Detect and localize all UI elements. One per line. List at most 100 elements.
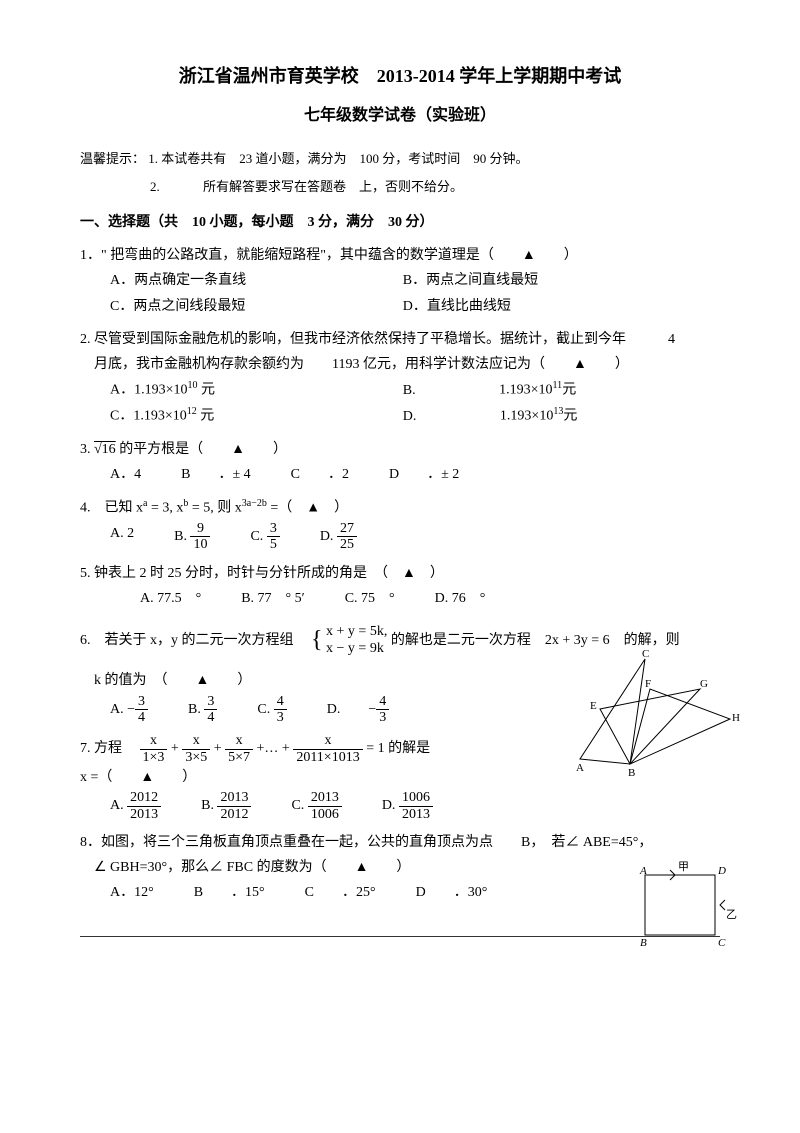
fig8-F: F bbox=[645, 678, 651, 690]
q5-opt-a: A. 77.5 ° bbox=[140, 586, 201, 611]
question-8: 8．如图，将三个三角板直角顶点重叠在一起，公共的直角顶点为点 B， 若∠ ABE… bbox=[80, 830, 720, 906]
q6-c-frac: 43 bbox=[274, 694, 287, 726]
question-2: 2. 尽管受到国际金融危机的影响，但我市经济依然保持了平稳增长。据统计，截止到今… bbox=[80, 327, 720, 429]
question-5: 5. 钟表上 2 时 25 分时，时针与分针所成的角是 （ ▲ ） A. 77.… bbox=[80, 561, 720, 611]
q6-d-n: 4 bbox=[376, 694, 389, 710]
page-subtitle: 七年级数学试卷（实验班） bbox=[80, 102, 720, 131]
q2-options-row2: C．1.193×1012 元 D. 1.193×1013元 bbox=[110, 403, 720, 429]
fig8-E: E bbox=[590, 700, 597, 712]
figure-9: A D B C 甲 乙 bbox=[630, 860, 740, 959]
q2-opt-d: D. 1.193×1013元 bbox=[403, 403, 696, 429]
q6-suf: 的解也是二元一次方程 2x + 3y = 6 的解，则 bbox=[391, 633, 680, 648]
q7-a-frac: 20122013 bbox=[127, 790, 161, 822]
q6-opt-a: A. −34 bbox=[110, 694, 148, 726]
q6-c-d: 3 bbox=[274, 710, 287, 725]
q2-c-sup: 12 bbox=[187, 406, 197, 417]
q8-stem-2: ∠ GBH=30°，那么∠ FBC 的度数为（ ▲ ） bbox=[94, 855, 720, 880]
q5-opt-d: D. 76 ° bbox=[435, 586, 486, 611]
q2-d-sup: 13 bbox=[553, 406, 563, 417]
q7-suf: = 1 的解是 bbox=[366, 741, 430, 756]
q7-t4: x2011×1013 bbox=[293, 733, 362, 765]
square-diagram-icon: A D B C 甲 乙 bbox=[630, 860, 740, 950]
q7-c-d: 1006 bbox=[308, 807, 342, 822]
q2-d-lbl: D. bbox=[403, 409, 417, 424]
q2-c-suf: 元 bbox=[197, 409, 215, 424]
q6-d-pre: D. − bbox=[327, 702, 377, 717]
q6-eq2: x − y = 9k bbox=[326, 641, 387, 658]
fig8-H: H bbox=[732, 712, 740, 724]
q2-a-sup: 10 bbox=[188, 380, 198, 391]
q6-c-pre: C. bbox=[257, 702, 273, 717]
q4-b-n: 9 bbox=[190, 521, 210, 537]
q7-a-n: 2012 bbox=[127, 790, 161, 806]
q5-opt-b: B. 77 ° 5′ bbox=[241, 586, 305, 611]
q6-d-d: 3 bbox=[376, 710, 389, 725]
q6-b-d: 4 bbox=[204, 710, 217, 725]
q7-c-lbl: C. bbox=[291, 798, 304, 813]
q2-d-pre: 1.193×10 bbox=[500, 409, 553, 424]
q5-opt-c: C. 75 ° bbox=[345, 586, 395, 611]
q3-stem: 3. √16 的平方根是（ ▲ ） bbox=[80, 437, 720, 462]
q1-options: A．两点确定一条直线 B．两点之间直线最短 C．两点之间线段最短 D．直线比曲线… bbox=[110, 268, 720, 318]
q7-line2: x =（ ▲ ） bbox=[80, 765, 720, 790]
footer-rule bbox=[80, 936, 720, 937]
q8-opt-b: B ．15° bbox=[194, 880, 265, 905]
q7-d-lbl: D. bbox=[382, 798, 396, 813]
q7-t3n: x bbox=[225, 733, 253, 749]
q6-b-pre: B. bbox=[188, 702, 204, 717]
q7-dots: +… + bbox=[257, 741, 290, 756]
q4-b-frac: 910 bbox=[190, 521, 210, 553]
question-7: 7. 方程 x1×3 + x3×5 + x5×7 +… + x2011×1013… bbox=[80, 733, 720, 822]
q6-d-frac: 43 bbox=[376, 694, 389, 726]
hint-label: 温馨提示： bbox=[80, 151, 145, 166]
q4-d-n: 27 bbox=[337, 521, 357, 537]
q7-t1d: 1×3 bbox=[140, 750, 168, 765]
q2-options-row1: A．1.193×1010 元 B. 1.193×1011元 bbox=[110, 377, 720, 403]
q3-options: A．4 B ．± 4 C ．2 D ．± 2 bbox=[110, 462, 720, 487]
hint-2-num: 2. bbox=[150, 179, 160, 194]
q4-c-lbl: C. bbox=[250, 529, 263, 544]
q7-b-n: 2013 bbox=[217, 790, 251, 806]
q7-stem: 7. 方程 x1×3 + x3×5 + x5×7 +… + x2011×1013… bbox=[80, 733, 720, 765]
q6-opt-b: B. 34 bbox=[188, 694, 217, 726]
q2-c-pre: C．1.193×10 bbox=[110, 409, 187, 424]
q4-sup-e: 3a−2b bbox=[242, 498, 267, 509]
q7-pre: 7. 方程 bbox=[80, 741, 136, 756]
q1-opt-b: B．两点之间直线最短 bbox=[403, 268, 696, 293]
q4-c-d: 5 bbox=[267, 537, 280, 552]
q7-t2: x3×5 bbox=[182, 733, 210, 765]
q7-d-frac: 10062013 bbox=[399, 790, 433, 822]
q7-d-d: 2013 bbox=[399, 807, 433, 822]
q4-c-frac: 35 bbox=[267, 521, 280, 553]
q4-d-d: 25 bbox=[337, 537, 357, 552]
q6-a-n: 3 bbox=[135, 694, 148, 710]
q1-opt-d: D．直线比曲线短 bbox=[403, 294, 696, 319]
q7-b-lbl: B. bbox=[201, 798, 214, 813]
fig9-yi: 乙 bbox=[726, 908, 737, 921]
q7-t1n: x bbox=[140, 733, 168, 749]
hint-line-1: 温馨提示： 1. 本试卷共有 23 道小题，满分为 100 分，考试时间 90 … bbox=[80, 147, 720, 170]
q4-d-frac: 2725 bbox=[337, 521, 357, 553]
fig8-C: C bbox=[642, 649, 649, 660]
q6-eq1: x + y = 5k, bbox=[326, 624, 387, 641]
brace-icon: { bbox=[311, 627, 323, 653]
q5-options: A. 77.5 ° B. 77 ° 5′ C. 75 ° D. 76 ° bbox=[140, 586, 720, 611]
q4-mid2: = 5, 则 x bbox=[188, 501, 241, 516]
q8-options: A．12° B ．15° C ．25° D ．30° bbox=[110, 880, 720, 905]
q2-opt-b: B. 1.193×1011元 bbox=[403, 377, 696, 403]
q6-a-pre: A. − bbox=[110, 702, 135, 717]
q7-opt-d: D. 10062013 bbox=[382, 790, 433, 822]
question-3: 3. √16 的平方根是（ ▲ ） A．4 B ．± 4 C ．2 D ．± 2 bbox=[80, 437, 720, 487]
q6-b-frac: 34 bbox=[204, 694, 217, 726]
q3-opt-b: B ．± 4 bbox=[181, 462, 251, 487]
fig8-G: G bbox=[700, 678, 708, 690]
q4-c-n: 3 bbox=[267, 521, 280, 537]
question-6: 6. 若关于 x，y 的二元一次方程组 { x + y = 5k, x − y … bbox=[80, 619, 720, 725]
q6-opt-c: C. 43 bbox=[257, 694, 286, 726]
q4-b-lbl: B. bbox=[174, 529, 187, 544]
q6-a-frac: 34 bbox=[135, 694, 148, 726]
q2-opt-a: A．1.193×1010 元 bbox=[110, 377, 403, 403]
q7-b-d: 2012 bbox=[217, 807, 251, 822]
q4-stem: 4. 已知 xa = 3, xb = 5, 则 x3a−2b =（ ▲ ） bbox=[80, 495, 720, 521]
page-title: 浙江省温州市育英学校 2013-2014 学年上学期期中考试 bbox=[80, 60, 720, 92]
